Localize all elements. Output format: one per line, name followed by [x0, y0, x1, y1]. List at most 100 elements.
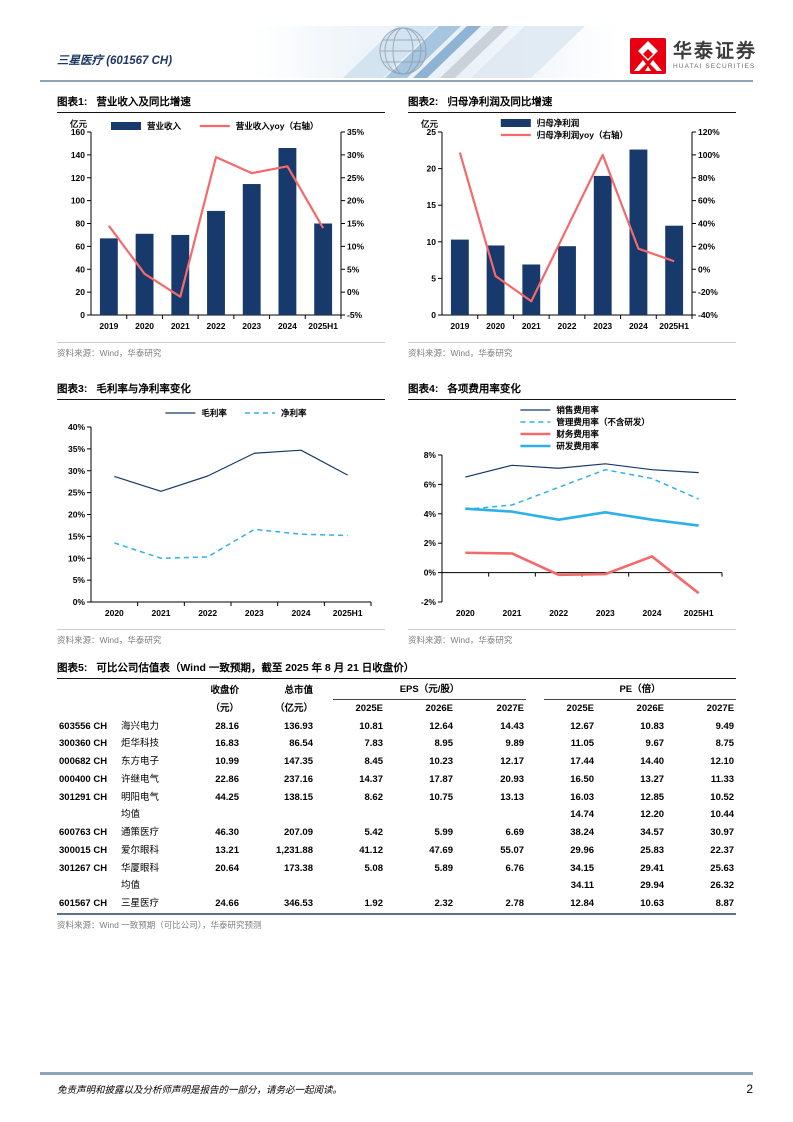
cell-pe-1: 29.41: [640, 862, 665, 874]
svg-text:2023: 2023: [245, 608, 264, 618]
cell-eps-0: 14.37: [359, 773, 383, 785]
page-header: 三星医疗 (601567 CH) 华泰证券 HUATAI SECURITIES: [0, 0, 793, 84]
globe-decoration-icon: [343, 26, 585, 78]
cell-eps-0: 8.45: [364, 756, 384, 768]
cell-eps-0: 41.12: [359, 844, 383, 856]
cell-pe-1: 29.94: [640, 880, 665, 892]
cell-pe-0: 12.84: [526, 895, 597, 915]
svg-text:0%: 0%: [347, 287, 360, 297]
figure-title-text: 可比公司估值表（Wind 一致预期，截至 2025 年 8 月 21 日收盘价）: [96, 662, 415, 674]
cell-mcap: 1,231.88: [276, 844, 313, 856]
svg-text:2023: 2023: [242, 321, 261, 331]
svg-text:15%: 15%: [347, 219, 364, 229]
cell-eps-2: 6.76: [505, 862, 525, 874]
figure-4-title: 图表4: 各项费用率变化: [408, 381, 736, 400]
cell-code: 300015 CH: [59, 844, 108, 856]
cell-pe-1: 10.83: [640, 720, 665, 732]
col-eps-2027e: 2027E: [496, 702, 525, 714]
cell-eps-2: 12.17: [500, 756, 525, 768]
cell-name: 三星医疗: [119, 895, 185, 915]
svg-text:25: 25: [427, 127, 437, 137]
cell-pe-2: 11.33: [710, 773, 735, 785]
cell-name: 东方电子: [121, 756, 160, 768]
cell-eps-2: [455, 877, 526, 895]
cell-price: 46.30: [215, 827, 239, 839]
svg-text:2020: 2020: [105, 608, 124, 618]
valuation-table: 收盘价 总市值 EPS（元/股） PE（倍） （元） （亿元） 2025E 20…: [57, 682, 737, 915]
cell-name: 均值: [121, 809, 141, 821]
svg-text:0%: 0%: [698, 264, 711, 274]
cell-pe-1: 12.85: [640, 791, 665, 803]
cell-pe-2: 9.49: [715, 720, 735, 732]
svg-text:100%: 100%: [698, 150, 720, 160]
cell-pe-0: 34.15: [570, 862, 595, 874]
figure-5-source: 资料来源：Wind 一致预期（可比公司），华泰研究预测: [57, 919, 262, 930]
cell-eps-1: 10.23: [429, 756, 453, 768]
svg-text:营业收入: 营业收入: [147, 121, 182, 131]
col-mcap-unit: （亿元）: [274, 702, 313, 714]
svg-text:25%: 25%: [347, 173, 364, 183]
cell-code: 301291 CH: [59, 791, 108, 803]
cell-pe-2: 8.87: [666, 895, 737, 915]
cell-mcap: 207.09: [283, 827, 313, 839]
col-group-eps: EPS（元/股）: [333, 683, 527, 700]
cell-eps-1: 47.69: [429, 844, 453, 856]
svg-text:4%: 4%: [424, 509, 437, 519]
cell-eps-1: 5.89: [434, 862, 454, 874]
cell-eps-0: [315, 877, 385, 895]
disclaimer-text: 免责声明和披露以及分析师声明是报告的一部分，请务必一起阅读。: [57, 1085, 343, 1096]
svg-text:10%: 10%: [347, 241, 364, 251]
cell-price: 16.83: [215, 738, 239, 750]
svg-text:80%: 80%: [698, 173, 715, 183]
cell-name: 通策医疗: [121, 827, 160, 839]
cell-eps-2: 14.43: [500, 720, 525, 732]
col-pe-2025e: 2025E: [566, 702, 595, 714]
net-profit-yoy-chart: 0 5 10 15 20 25 -40% -20% 0% 20% 40% 60% 80% 100% 120%…: [421, 118, 720, 331]
figure-2-block: 图表2: 归母净利润及同比增速 0 5 10 15 20 25 -40% -20% 0% 20% 4…: [408, 94, 736, 359]
svg-text:2022: 2022: [558, 321, 577, 331]
cell-mcap: [241, 877, 315, 895]
cell-pe-1: 14.40: [640, 756, 665, 768]
cell-code: 000400 CH: [59, 773, 108, 785]
table-row: 301291 CH 明阳电气 44.25 138.15 8.62 10.75 13.13 16…: [57, 789, 736, 807]
svg-text:2019: 2019: [99, 321, 118, 331]
table-row: 均值 14.74 12.20 10.44: [57, 806, 736, 824]
cell-mcap: 237.16: [283, 773, 313, 785]
svg-text:5%: 5%: [347, 264, 360, 274]
cell-code: [57, 877, 119, 895]
svg-text:0: 0: [80, 310, 85, 320]
cell-pe-2: 25.63: [710, 862, 735, 874]
cell-mcap: 346.53: [241, 895, 315, 915]
cell-pe-2: 22.37: [710, 844, 735, 856]
figure-1-title: 图表1: 营业收入及同比增速: [57, 94, 385, 113]
cell-mcap: 86.54: [289, 738, 313, 750]
table-header: 收盘价 总市值 EPS（元/股） PE（倍） （元） （亿元） 2025E 20…: [57, 682, 737, 718]
svg-text:2025H1: 2025H1: [308, 321, 338, 331]
svg-text:120%: 120%: [698, 127, 720, 137]
svg-text:160: 160: [71, 127, 85, 137]
svg-text:2024: 2024: [278, 321, 297, 331]
page-footer: 免责声明和披露以及分析师声明是报告的一部分，请务必一起阅读。 2: [40, 1072, 753, 1096]
svg-text:40: 40: [76, 264, 86, 274]
figure-3-source: 资料来源：Wind，华泰研究: [57, 629, 385, 646]
cell-name: 许继电气: [121, 773, 160, 785]
cell-eps-2: 55.07: [500, 844, 525, 856]
cell-pe-1: 25.83: [640, 844, 665, 856]
cell-pe-0: 34.11: [570, 880, 595, 892]
cell-eps-1: 12.64: [429, 720, 453, 732]
svg-text:6%: 6%: [424, 479, 437, 489]
svg-text:-2%: -2%: [421, 597, 437, 607]
cell-pe-2: 10.44: [710, 809, 735, 821]
svg-text:2024: 2024: [643, 608, 662, 618]
svg-text:30%: 30%: [68, 466, 85, 476]
cell-eps-2: 2.78: [455, 895, 527, 915]
cell-pe-2: 10.52: [710, 791, 735, 803]
figure-4-source: 资料来源：Wind，华泰研究: [408, 629, 736, 646]
svg-text:2020: 2020: [486, 321, 505, 331]
svg-text:归母净利润yoy（右轴）: 归母净利润yoy（右轴）: [537, 130, 628, 140]
table-row: 000682 CH 东方电子 10.99 147.35 8.45 10.23 12.17 17…: [57, 753, 736, 771]
figure-title-text: 营业收入及同比增速: [96, 96, 191, 108]
cell-eps-1: 8.95: [434, 738, 454, 750]
figure-5-title: 图表5: 可比公司估值表（Wind 一致预期，截至 2025 年 8 月 21 …: [57, 660, 736, 679]
